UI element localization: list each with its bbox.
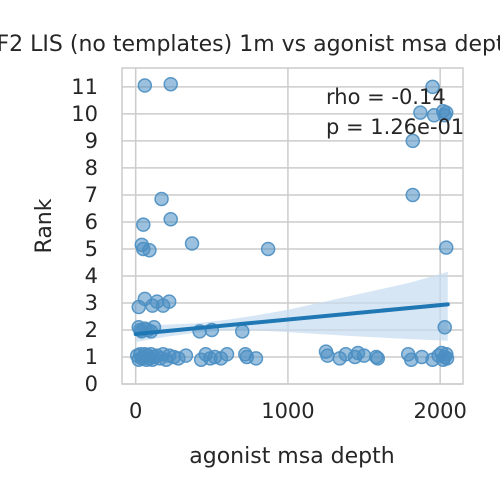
y-tick-label: 11 — [71, 75, 98, 99]
grid-lines — [122, 68, 463, 385]
y-tick-label: 10 — [71, 102, 98, 126]
x-tick-label: 0 — [129, 399, 142, 423]
y-tick-label: 0 — [85, 372, 98, 396]
y-tick-label: 1 — [85, 345, 98, 369]
y-tick-label: 6 — [85, 210, 98, 234]
data-point — [163, 211, 178, 227]
data-point — [219, 347, 235, 362]
data-point — [154, 191, 169, 207]
x-tick-label: 1000 — [261, 399, 314, 423]
data-point — [413, 105, 428, 120]
y-tick-label: 2 — [85, 318, 98, 342]
data-point — [248, 351, 264, 366]
data-point — [184, 236, 200, 251]
data-point — [320, 348, 335, 363]
regression-line — [133, 302, 450, 337]
y-tick-label: 3 — [85, 291, 98, 315]
y-axis-ticks: 0 1 2 3 4 5 6 7 8 9 10 11 — [71, 75, 98, 396]
p-value-annotation: p = 1.26e-01 — [326, 115, 464, 139]
data-point — [439, 351, 455, 366]
x-axis-ticks: 0 1000 2000 — [129, 399, 467, 423]
x-axis-label: agonist msa depth — [189, 444, 394, 469]
data-point — [235, 324, 250, 339]
data-point — [405, 187, 421, 203]
data-point — [163, 76, 178, 92]
data-point — [136, 217, 151, 232]
data-point — [260, 241, 276, 257]
chart-title: AF2 LIS (no templates) 1m vs agonist msa… — [0, 32, 500, 57]
y-axis-label: Rank — [32, 198, 57, 253]
data-point — [405, 133, 421, 149]
x-tick-label: 2000 — [413, 399, 466, 423]
data-point — [439, 105, 454, 120]
data-point — [437, 320, 452, 335]
data-point — [178, 348, 194, 363]
plot-area — [121, 67, 464, 385]
y-tick-label: 5 — [85, 237, 98, 261]
data-point — [356, 348, 372, 363]
data-point — [439, 240, 454, 255]
rho-annotation: rho = -0.14 — [326, 85, 446, 109]
y-tick-label: 4 — [85, 264, 98, 288]
data-point — [142, 243, 157, 258]
y-tick-label: 7 — [85, 183, 98, 207]
y-tick-label: 8 — [85, 156, 98, 180]
y-tick-label: 9 — [85, 129, 98, 153]
data-point — [137, 78, 153, 93]
data-point — [370, 351, 385, 366]
data-point — [161, 294, 177, 309]
data-point — [425, 79, 440, 95]
